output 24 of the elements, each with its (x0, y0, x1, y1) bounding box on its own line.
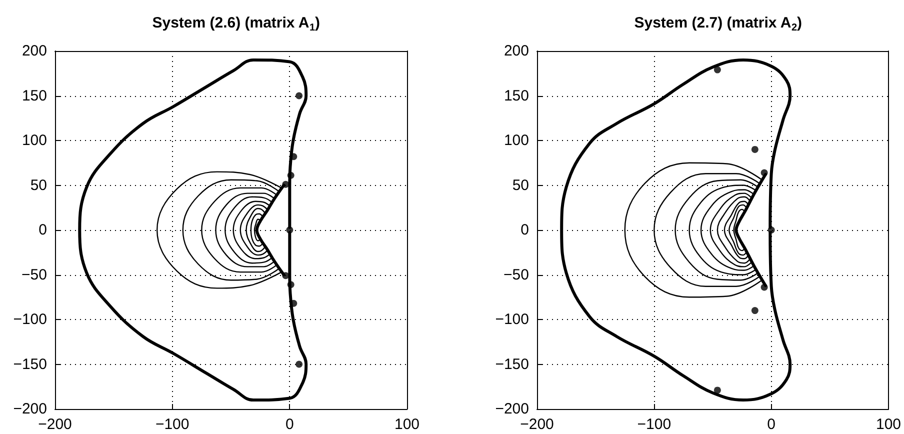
x-tick-label: 0 (767, 416, 776, 433)
y-tick-label: 200 (22, 42, 47, 60)
x-tick-label: 0 (285, 416, 294, 433)
y-tick-label: −50 (504, 266, 529, 284)
y-tick-label: 50 (30, 176, 47, 194)
y-tick-label: 0 (38, 222, 47, 238)
y-tick-label: 100 (504, 132, 529, 149)
x-tick-label: 100 (394, 416, 420, 433)
y-tick-label: 200 (504, 42, 529, 60)
y-tick-label: 150 (504, 87, 529, 104)
y-tick-label: −100 (13, 311, 47, 328)
y-tick-label: −150 (495, 356, 529, 373)
y-tick-label: 50 (512, 176, 529, 194)
y-tick-label: 0 (520, 222, 529, 238)
y-tick-label: 100 (22, 132, 47, 149)
x-tick-label: −100 (637, 416, 672, 433)
x-tick-label: 100 (876, 416, 901, 433)
y-tick-label: 150 (22, 87, 47, 104)
x-tick-label: −100 (155, 416, 190, 433)
y-tick-label: −100 (495, 311, 529, 328)
y-tick-label: −200 (495, 400, 529, 418)
y-tick-label: −150 (13, 356, 47, 373)
y-tick-label: −50 (22, 266, 47, 284)
y-tick-label: −200 (13, 400, 47, 418)
